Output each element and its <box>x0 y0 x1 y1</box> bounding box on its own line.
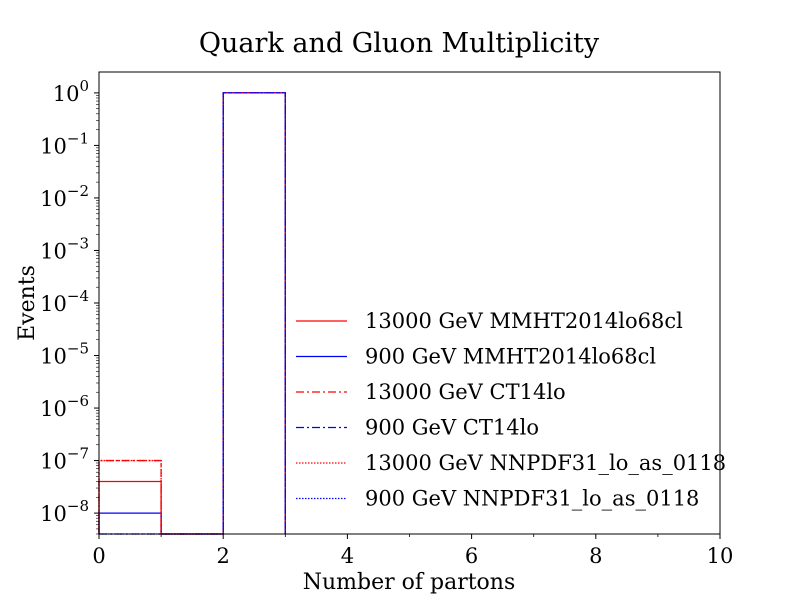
y-tick-exponent: −8 <box>67 497 89 515</box>
y-tick-label: 10−1 <box>40 129 89 158</box>
legend-label: 900 GeV CT14lo <box>365 416 539 440</box>
y-tick-base: 10 <box>53 82 80 106</box>
x-tick-label: 6 <box>465 544 478 568</box>
series-1-step-line <box>98 92 286 535</box>
legend-label: 13000 GeV MMHT2014lo68cl <box>365 309 683 333</box>
legend-label: 900 GeV MMHT2014lo68cl <box>365 345 656 369</box>
y-tick-base: 10 <box>40 292 67 316</box>
y-tick-base: 10 <box>40 450 67 474</box>
y-tick-base: 10 <box>40 134 67 158</box>
y-tick-base: 10 <box>40 345 67 369</box>
x-axis-label: Number of partons <box>303 570 516 595</box>
y-tick-label: 10−7 <box>40 445 89 474</box>
y-tick-label: 100 <box>53 77 89 106</box>
y-tick-exponent: −4 <box>67 287 89 305</box>
y-tick-label: 10−2 <box>40 182 89 211</box>
series-6-step-line <box>99 92 286 535</box>
series-4-step-line <box>99 92 286 535</box>
y-tick-label: 10−6 <box>40 392 89 421</box>
legend-label: 13000 GeV CT14lo <box>365 380 566 404</box>
x-axis: 0 2 4 6 8 10 <box>92 534 733 568</box>
x-tick-label: 10 <box>707 544 734 568</box>
legend-label: 900 GeV NNPDF31_lo_as_0118 <box>365 487 699 511</box>
x-tick-label: 4 <box>341 544 354 568</box>
y-tick-base: 10 <box>40 239 67 263</box>
y-tick-exponent: −6 <box>67 392 89 410</box>
series-2-step-line <box>98 92 286 535</box>
y-tick-exponent: −1 <box>67 129 89 147</box>
y-tick-base: 10 <box>40 502 67 526</box>
y-tick-base: 10 <box>40 187 67 211</box>
y-axis-label: Events <box>15 265 40 341</box>
y-tick-exponent: −7 <box>67 445 89 463</box>
y-tick-exponent: −5 <box>67 340 89 358</box>
y-tick-exponent: −3 <box>67 234 89 252</box>
x-tick-label: 2 <box>217 544 230 568</box>
x-tick-label: 0 <box>92 544 105 568</box>
series-3-step-line <box>98 92 286 535</box>
y-tick-base: 10 <box>40 397 67 421</box>
chart-title: Quark and Gluon Multiplicity <box>199 28 600 59</box>
series-5-step-line <box>98 92 286 535</box>
legend-label: 13000 GeV NNPDF31_lo_as_0118 <box>365 451 726 475</box>
y-tick-label: 10−8 <box>40 497 89 526</box>
y-tick-label: 10−5 <box>40 340 89 369</box>
y-tick-exponent: −2 <box>67 182 89 200</box>
y-tick-label: 10−3 <box>40 234 89 263</box>
series-layer <box>98 92 286 535</box>
x-tick-label: 8 <box>589 544 602 568</box>
y-tick-exponent: 0 <box>79 77 89 95</box>
legend: 13000 GeV MMHT2014lo68cl 900 GeV MMHT2014… <box>296 309 726 511</box>
y-tick-label: 10−4 <box>40 287 89 316</box>
